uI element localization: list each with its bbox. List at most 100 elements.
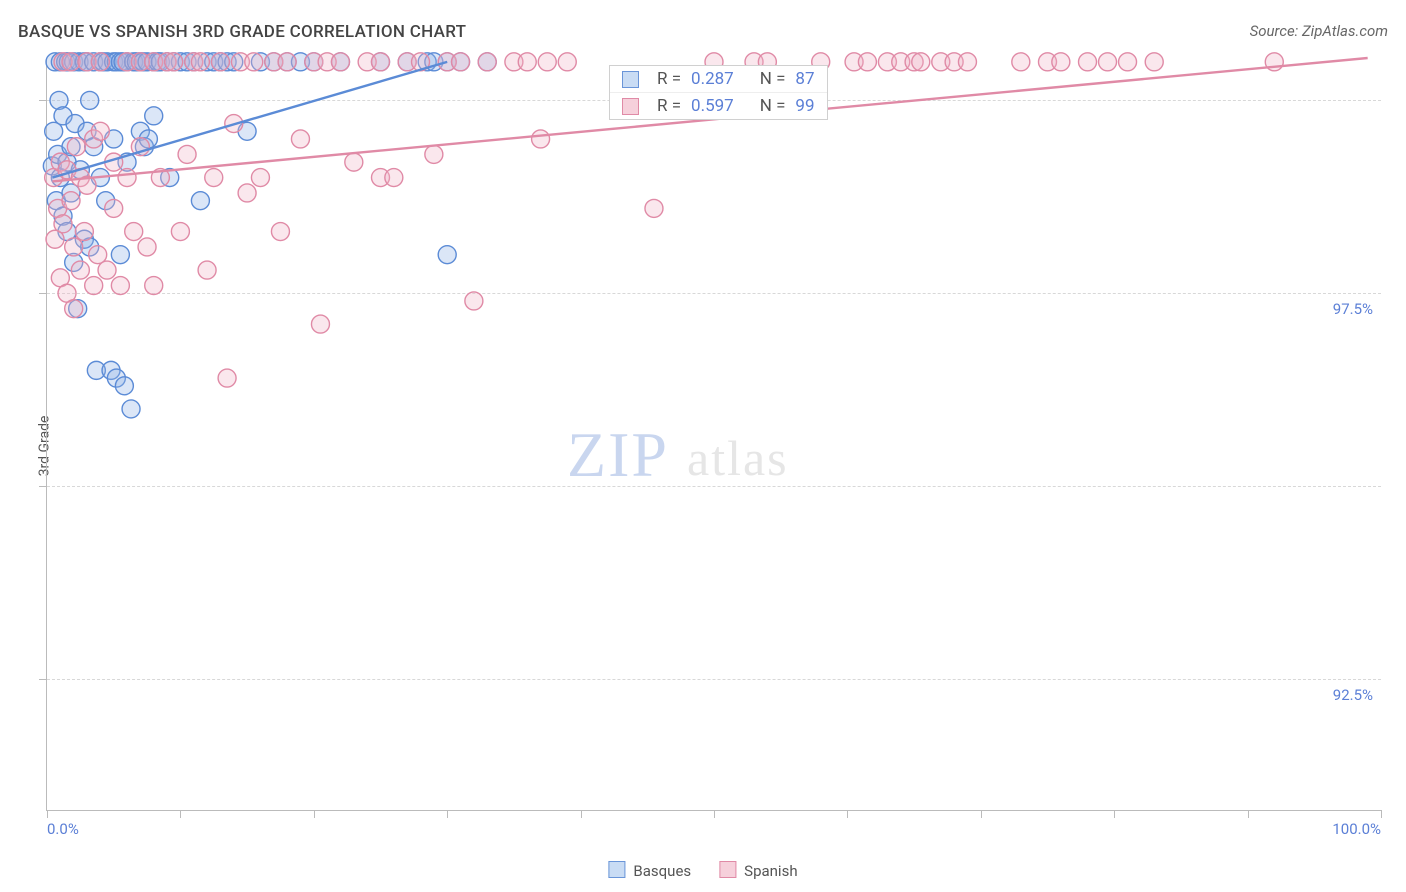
data-point bbox=[538, 53, 556, 71]
n-value-basques: 87 bbox=[795, 69, 814, 89]
source-prefix: Source: bbox=[1250, 22, 1302, 40]
data-point bbox=[122, 400, 140, 418]
y-tick-label: 97.5% bbox=[1333, 300, 1373, 318]
data-point bbox=[75, 223, 93, 241]
data-point bbox=[67, 138, 85, 156]
data-point bbox=[271, 223, 289, 241]
data-point bbox=[54, 215, 72, 233]
data-point bbox=[111, 277, 129, 295]
data-point bbox=[345, 153, 363, 171]
data-point bbox=[65, 238, 83, 256]
swatch-spanish-icon bbox=[622, 98, 639, 115]
data-point bbox=[278, 53, 296, 71]
data-point bbox=[165, 53, 183, 71]
data-point bbox=[518, 53, 536, 71]
data-point bbox=[958, 53, 976, 71]
data-point bbox=[91, 53, 109, 71]
data-point bbox=[245, 53, 263, 71]
n-value-spanish: 99 bbox=[795, 96, 814, 116]
legend-item-spanish: Spanish bbox=[719, 861, 797, 880]
chart-container: BASQUE VS SPANISH 3RD GRADE CORRELATION … bbox=[0, 0, 1406, 892]
data-point bbox=[178, 145, 196, 163]
legend-label-spanish: Spanish bbox=[744, 862, 797, 880]
x-tick bbox=[47, 810, 48, 818]
swatch-basques-icon bbox=[622, 71, 639, 88]
data-point bbox=[191, 53, 209, 71]
y-tick bbox=[39, 100, 47, 101]
r-value-spanish: 0.597 bbox=[691, 96, 734, 116]
data-point bbox=[425, 145, 443, 163]
r-value-basques: 0.287 bbox=[691, 69, 734, 89]
x-tick bbox=[314, 810, 315, 818]
data-point bbox=[71, 261, 89, 279]
x-tick bbox=[847, 810, 848, 818]
legend-item-basques: Basques bbox=[608, 861, 691, 880]
data-point bbox=[218, 369, 236, 387]
stats-row-spanish: R = 0.597 N = 99 bbox=[610, 92, 827, 119]
data-point bbox=[1052, 53, 1070, 71]
data-point bbox=[62, 53, 80, 71]
data-point bbox=[465, 292, 483, 310]
n-label: N = bbox=[760, 69, 786, 89]
chart-title: BASQUE VS SPANISH 3RD GRADE CORRELATION … bbox=[18, 22, 466, 42]
data-point bbox=[372, 53, 390, 71]
x-tick bbox=[714, 810, 715, 818]
y-tick bbox=[39, 679, 47, 680]
data-point bbox=[138, 238, 156, 256]
data-point bbox=[111, 246, 129, 264]
data-point bbox=[65, 300, 83, 318]
data-point bbox=[331, 53, 349, 71]
data-point bbox=[171, 223, 189, 241]
y-tick bbox=[39, 486, 47, 487]
x-tick bbox=[180, 810, 181, 818]
data-point bbox=[478, 53, 496, 71]
legend-swatch-spanish-icon bbox=[719, 861, 736, 878]
y-tick-label: 92.5% bbox=[1333, 686, 1373, 704]
data-point bbox=[238, 184, 256, 202]
data-point bbox=[1099, 53, 1117, 71]
data-point bbox=[558, 53, 576, 71]
data-point bbox=[1012, 53, 1030, 71]
data-point bbox=[532, 130, 550, 148]
scatter-svg bbox=[47, 58, 1381, 810]
data-point bbox=[125, 223, 143, 241]
data-point bbox=[105, 199, 123, 217]
data-point bbox=[912, 53, 930, 71]
x-tick bbox=[1381, 810, 1382, 818]
stats-row-basques: R = 0.287 N = 87 bbox=[610, 66, 827, 92]
r-label: R = bbox=[657, 96, 681, 116]
data-point bbox=[438, 246, 456, 264]
plot-area: ZIP atlas R = 0.287 N = 87 R = 0.597 N =… bbox=[46, 58, 1381, 811]
data-point bbox=[1145, 53, 1163, 71]
data-point bbox=[205, 169, 223, 187]
r-label: R = bbox=[657, 69, 681, 89]
data-point bbox=[1079, 53, 1097, 71]
source-attribution: Source: ZipAtlas.com bbox=[1250, 22, 1388, 40]
x-tick bbox=[447, 810, 448, 818]
data-point bbox=[198, 261, 216, 279]
data-point bbox=[1119, 53, 1137, 71]
data-point bbox=[118, 169, 136, 187]
source-name: ZipAtlas.com bbox=[1302, 22, 1388, 40]
data-point bbox=[191, 192, 209, 210]
bottom-legend: Basques Spanish bbox=[608, 861, 797, 880]
x-tick bbox=[581, 810, 582, 818]
legend-swatch-basques-icon bbox=[608, 861, 625, 878]
n-label: N = bbox=[760, 96, 786, 116]
trend-line bbox=[52, 62, 447, 178]
data-point bbox=[645, 199, 663, 217]
data-point bbox=[115, 377, 133, 395]
data-point bbox=[145, 277, 163, 295]
correlation-stats-box: R = 0.287 N = 87 R = 0.597 N = 99 bbox=[609, 65, 828, 120]
legend-label-basques: Basques bbox=[633, 862, 691, 880]
x-tick bbox=[1114, 810, 1115, 818]
data-point bbox=[145, 107, 163, 125]
data-point bbox=[291, 130, 309, 148]
x-tick bbox=[981, 810, 982, 818]
y-tick bbox=[39, 293, 47, 294]
data-point bbox=[81, 91, 99, 109]
data-point bbox=[858, 53, 876, 71]
data-point bbox=[311, 315, 329, 333]
data-point bbox=[452, 53, 470, 71]
x-tick bbox=[1248, 810, 1249, 818]
